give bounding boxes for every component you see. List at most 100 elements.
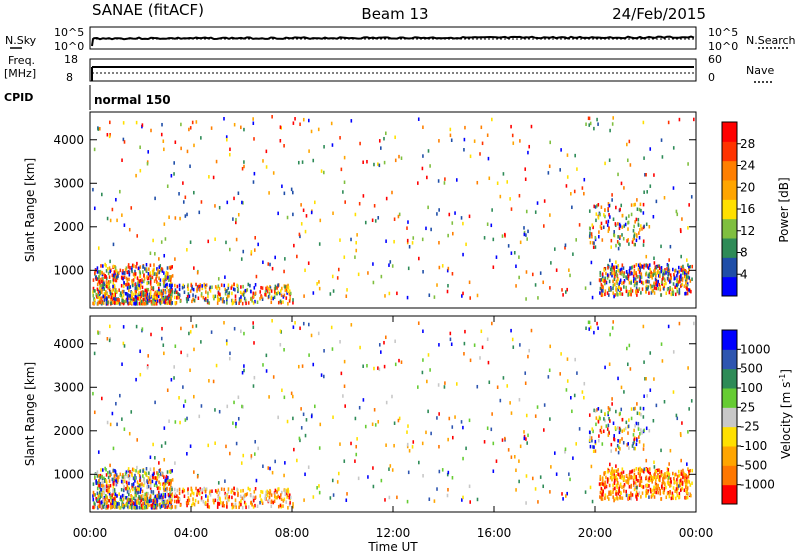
velocity-cell xyxy=(232,505,235,509)
power-cell xyxy=(626,142,628,147)
power-cell xyxy=(127,263,130,267)
power-cell xyxy=(178,287,181,292)
power-cell xyxy=(668,268,671,273)
velocity-cell xyxy=(666,466,669,471)
velocity-cell xyxy=(109,495,112,500)
power-cell xyxy=(594,245,597,249)
power-cell xyxy=(242,249,245,254)
power-cell xyxy=(112,288,115,292)
velocity-cell xyxy=(659,475,661,479)
velocity-cell xyxy=(629,470,631,474)
power-cell xyxy=(678,278,681,282)
power-cell xyxy=(158,270,160,275)
power-cell xyxy=(642,265,645,270)
velocity-cell xyxy=(312,495,315,499)
velocity-cell xyxy=(602,493,604,497)
power-cell xyxy=(669,286,671,290)
power-cell xyxy=(226,294,229,299)
power-cell xyxy=(644,173,646,177)
noise-tick-left-top: 10^5 xyxy=(54,26,84,39)
power-cell xyxy=(156,282,159,287)
power-cell xyxy=(216,294,219,299)
velocity-cell xyxy=(283,473,285,478)
velocity-cell xyxy=(144,497,146,501)
power-cell xyxy=(214,237,216,241)
y-tick-label: 3000 xyxy=(53,176,84,190)
velocity-cell xyxy=(174,492,177,496)
velocity-cell xyxy=(668,472,671,477)
power-cell xyxy=(629,266,631,270)
power-cell xyxy=(135,292,137,297)
power-cell xyxy=(150,302,153,306)
power-cell xyxy=(515,264,517,269)
y-tick-label: 1000 xyxy=(53,467,84,481)
velocity-cell xyxy=(340,371,343,376)
velocity-cell xyxy=(209,489,212,494)
velocity-cell xyxy=(637,478,639,483)
velocity-cell xyxy=(241,404,243,409)
power-cell xyxy=(573,189,576,194)
power-cell xyxy=(638,207,641,212)
power-cell xyxy=(383,136,385,141)
power-cell xyxy=(173,161,175,165)
velocity-cell xyxy=(243,364,245,368)
power-cell xyxy=(276,291,278,296)
velocity-cell xyxy=(651,480,654,484)
power-cell xyxy=(157,294,160,299)
velocity-cell xyxy=(587,320,590,325)
power-cell xyxy=(202,295,205,300)
power-cell xyxy=(262,159,264,163)
power-cell xyxy=(189,164,191,169)
velocity-cell xyxy=(242,405,244,409)
power-cell xyxy=(203,282,206,287)
velocity-cell xyxy=(144,471,146,475)
velocity-cell xyxy=(687,491,689,496)
power-cell xyxy=(406,295,409,300)
velocity-cell xyxy=(196,474,199,479)
power-cell xyxy=(205,283,208,287)
power-cell xyxy=(124,291,127,296)
velocity-cell xyxy=(524,371,527,375)
power-cell xyxy=(93,289,95,293)
velocity-cell xyxy=(391,468,394,472)
velocity-cell xyxy=(218,409,221,414)
velocity-cell xyxy=(163,484,165,488)
power-cell xyxy=(218,205,221,210)
velocity-cell xyxy=(688,469,690,474)
velocity-cell xyxy=(235,505,238,509)
power-cell xyxy=(123,275,126,279)
velocity-cell xyxy=(171,487,173,492)
velocity-cell xyxy=(163,351,165,356)
power-cell xyxy=(682,264,684,269)
velocity-cell xyxy=(645,493,647,498)
power-cell xyxy=(689,279,692,283)
velocity-cell xyxy=(170,479,173,483)
power-cell xyxy=(300,222,303,226)
power-cell xyxy=(207,239,210,244)
velocity-cell xyxy=(449,331,452,336)
velocity-cell xyxy=(252,325,255,329)
power-cell xyxy=(510,124,512,129)
power-cell xyxy=(598,278,601,282)
power-cell xyxy=(635,290,637,295)
velocity-cell xyxy=(655,484,657,488)
velocity-cell xyxy=(589,435,591,440)
power-cell xyxy=(564,243,567,247)
velocity-cell xyxy=(646,394,648,398)
velocity-cell xyxy=(620,407,623,412)
power-cell xyxy=(670,292,673,297)
power-cell xyxy=(126,279,129,284)
velocity-cell xyxy=(111,504,114,509)
power-cell xyxy=(525,297,527,301)
power-cell xyxy=(614,265,616,269)
power-cell xyxy=(638,287,641,291)
velocity-cell xyxy=(691,468,694,473)
velocity-cell xyxy=(116,502,119,506)
power-cell xyxy=(207,294,209,299)
velocity-cell xyxy=(378,343,381,347)
velocity-cell xyxy=(265,496,267,501)
power-cell xyxy=(667,269,670,274)
velocity-cell xyxy=(600,425,603,430)
power-cell xyxy=(672,146,675,150)
velocity-cell xyxy=(247,505,250,509)
